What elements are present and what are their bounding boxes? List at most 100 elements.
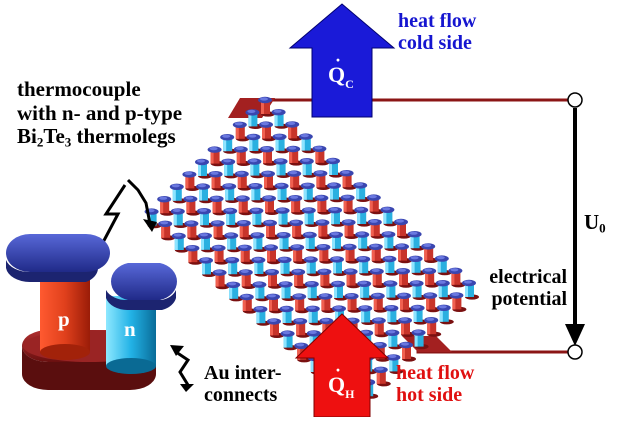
thermoleg-pair [250,232,268,252]
thermoleg-pair [342,243,360,264]
thermolegs-text: thermolegs [71,124,176,149]
thermoleg-pair [300,182,318,203]
thermoleg-pair [280,330,298,351]
thermoleg-pair [157,196,175,216]
thermoleg-pair [183,195,201,216]
thermoleg-pair [210,220,228,240]
thermoleg-pair [381,231,399,251]
thermoleg-pair [355,231,373,252]
q-cold-symbol: · QC [328,50,354,92]
voltage-arrow-head [565,324,585,346]
potential-line-1: electrical [489,266,567,288]
thermoleg-pair [304,281,322,301]
thermoleg-pair [421,243,439,263]
thermoleg-pair [273,158,291,178]
thermoleg-pair [266,293,283,314]
thermoleg-pair [170,208,188,228]
thermoleg-pair [424,317,442,337]
thermoleg-pair [197,208,214,228]
thermoleg-pair [339,170,357,190]
q-cold-dot: · [335,50,342,70]
thermoleg-pair [330,256,347,276]
thermoleg-pair [158,220,176,241]
thermocouple-line-2: with n- and p-type [17,100,183,125]
thermoleg-pair [448,267,466,288]
thermocouple-line-1: thermocouple [17,77,141,101]
thermoleg-pair [462,279,479,300]
thermoleg-pair [260,146,277,166]
thermoleg-pair [226,281,244,302]
thermoleg-pair [279,305,297,326]
top-interconnect-cap-left [6,234,110,283]
thermoleg-pair [248,183,266,203]
thermoleg-pair [328,207,345,227]
thermoleg-pair [272,133,290,154]
thermoleg-pair [251,256,269,277]
thermoleg-pair [408,255,426,276]
thermoleg-pair [384,305,402,325]
thermoleg-pair [305,305,323,326]
potential-line-2: potential [491,288,567,311]
thermoleg-pair [253,306,271,326]
thermoleg-pair [316,244,334,264]
voltage-label: U0 [584,210,606,236]
thermoleg-pair [340,194,358,215]
thermoleg-pair [195,158,212,179]
thermoleg-pair [291,268,309,289]
thermoleg-pair [367,219,385,239]
te-subscript: 3 [64,134,72,150]
thermoleg-pair [303,256,321,277]
thermoleg-pair [290,244,308,264]
bi-symbol: Bi [17,124,37,149]
thermoleg-pair [371,317,389,338]
thermoleg-pair [233,146,251,166]
thermoleg-pair [234,170,252,191]
thermoleg-pair [395,243,412,264]
heat-flow-hot-line-1: heat flow [396,362,475,384]
thermoleg-pair [382,255,400,276]
thermoleg-pair [247,158,265,179]
thermoleg-pair [222,183,240,203]
thermoleg-pair [171,232,189,253]
thermoleg-pair [245,109,263,129]
thermoleg-pair [235,195,253,216]
thermoleg-pair [232,121,250,142]
thermoleg-pair [386,354,404,374]
thermoleg-pair [238,269,256,289]
cold-heat-flow-arrow [288,3,396,118]
thermocouple-array [144,96,479,412]
te-symbol: Te [43,124,65,149]
thermoleg-pair [436,304,454,325]
thermoleg-pair [293,318,311,338]
thermoleg-pair [423,292,441,313]
thermoleg-pair [358,305,376,325]
thermoleg-pair [318,293,336,313]
electrical-potential-label: electrical potential [457,266,567,311]
thermoleg-pair [209,195,227,216]
thermoleg-pair [263,219,280,240]
thermoleg-pair [410,304,428,325]
thermoleg-pair [407,231,425,251]
thermoleg-pair [353,182,371,202]
thermoleg-pair [212,269,230,290]
thermoleg-pair [314,194,332,215]
heat-flow-hot-line-2: hot side [396,384,463,407]
thermoleg-pair [354,206,372,227]
voltage-symbol: U [584,210,600,234]
voltage-subscript: 0 [599,220,606,236]
p-leg-text: p [58,307,70,331]
thermoleg-pair [449,292,467,312]
thermocouple-line-3: Bi2Te3 thermolegs [17,124,182,150]
thermoleg-pair [288,195,306,215]
n-leg-label: n [124,317,136,342]
thermoleg-pair [435,280,453,300]
thermoleg-pair [370,292,388,313]
thermoleg-pair [317,268,335,289]
thermoleg-pair [249,207,267,228]
thermoleg-pair [169,183,187,204]
thermoleg-pair [277,256,295,277]
q-cold-subscript: C [345,77,354,91]
thermoleg-pair [271,109,289,129]
top-terminal [567,92,583,108]
thermoleg-pair [196,183,213,204]
